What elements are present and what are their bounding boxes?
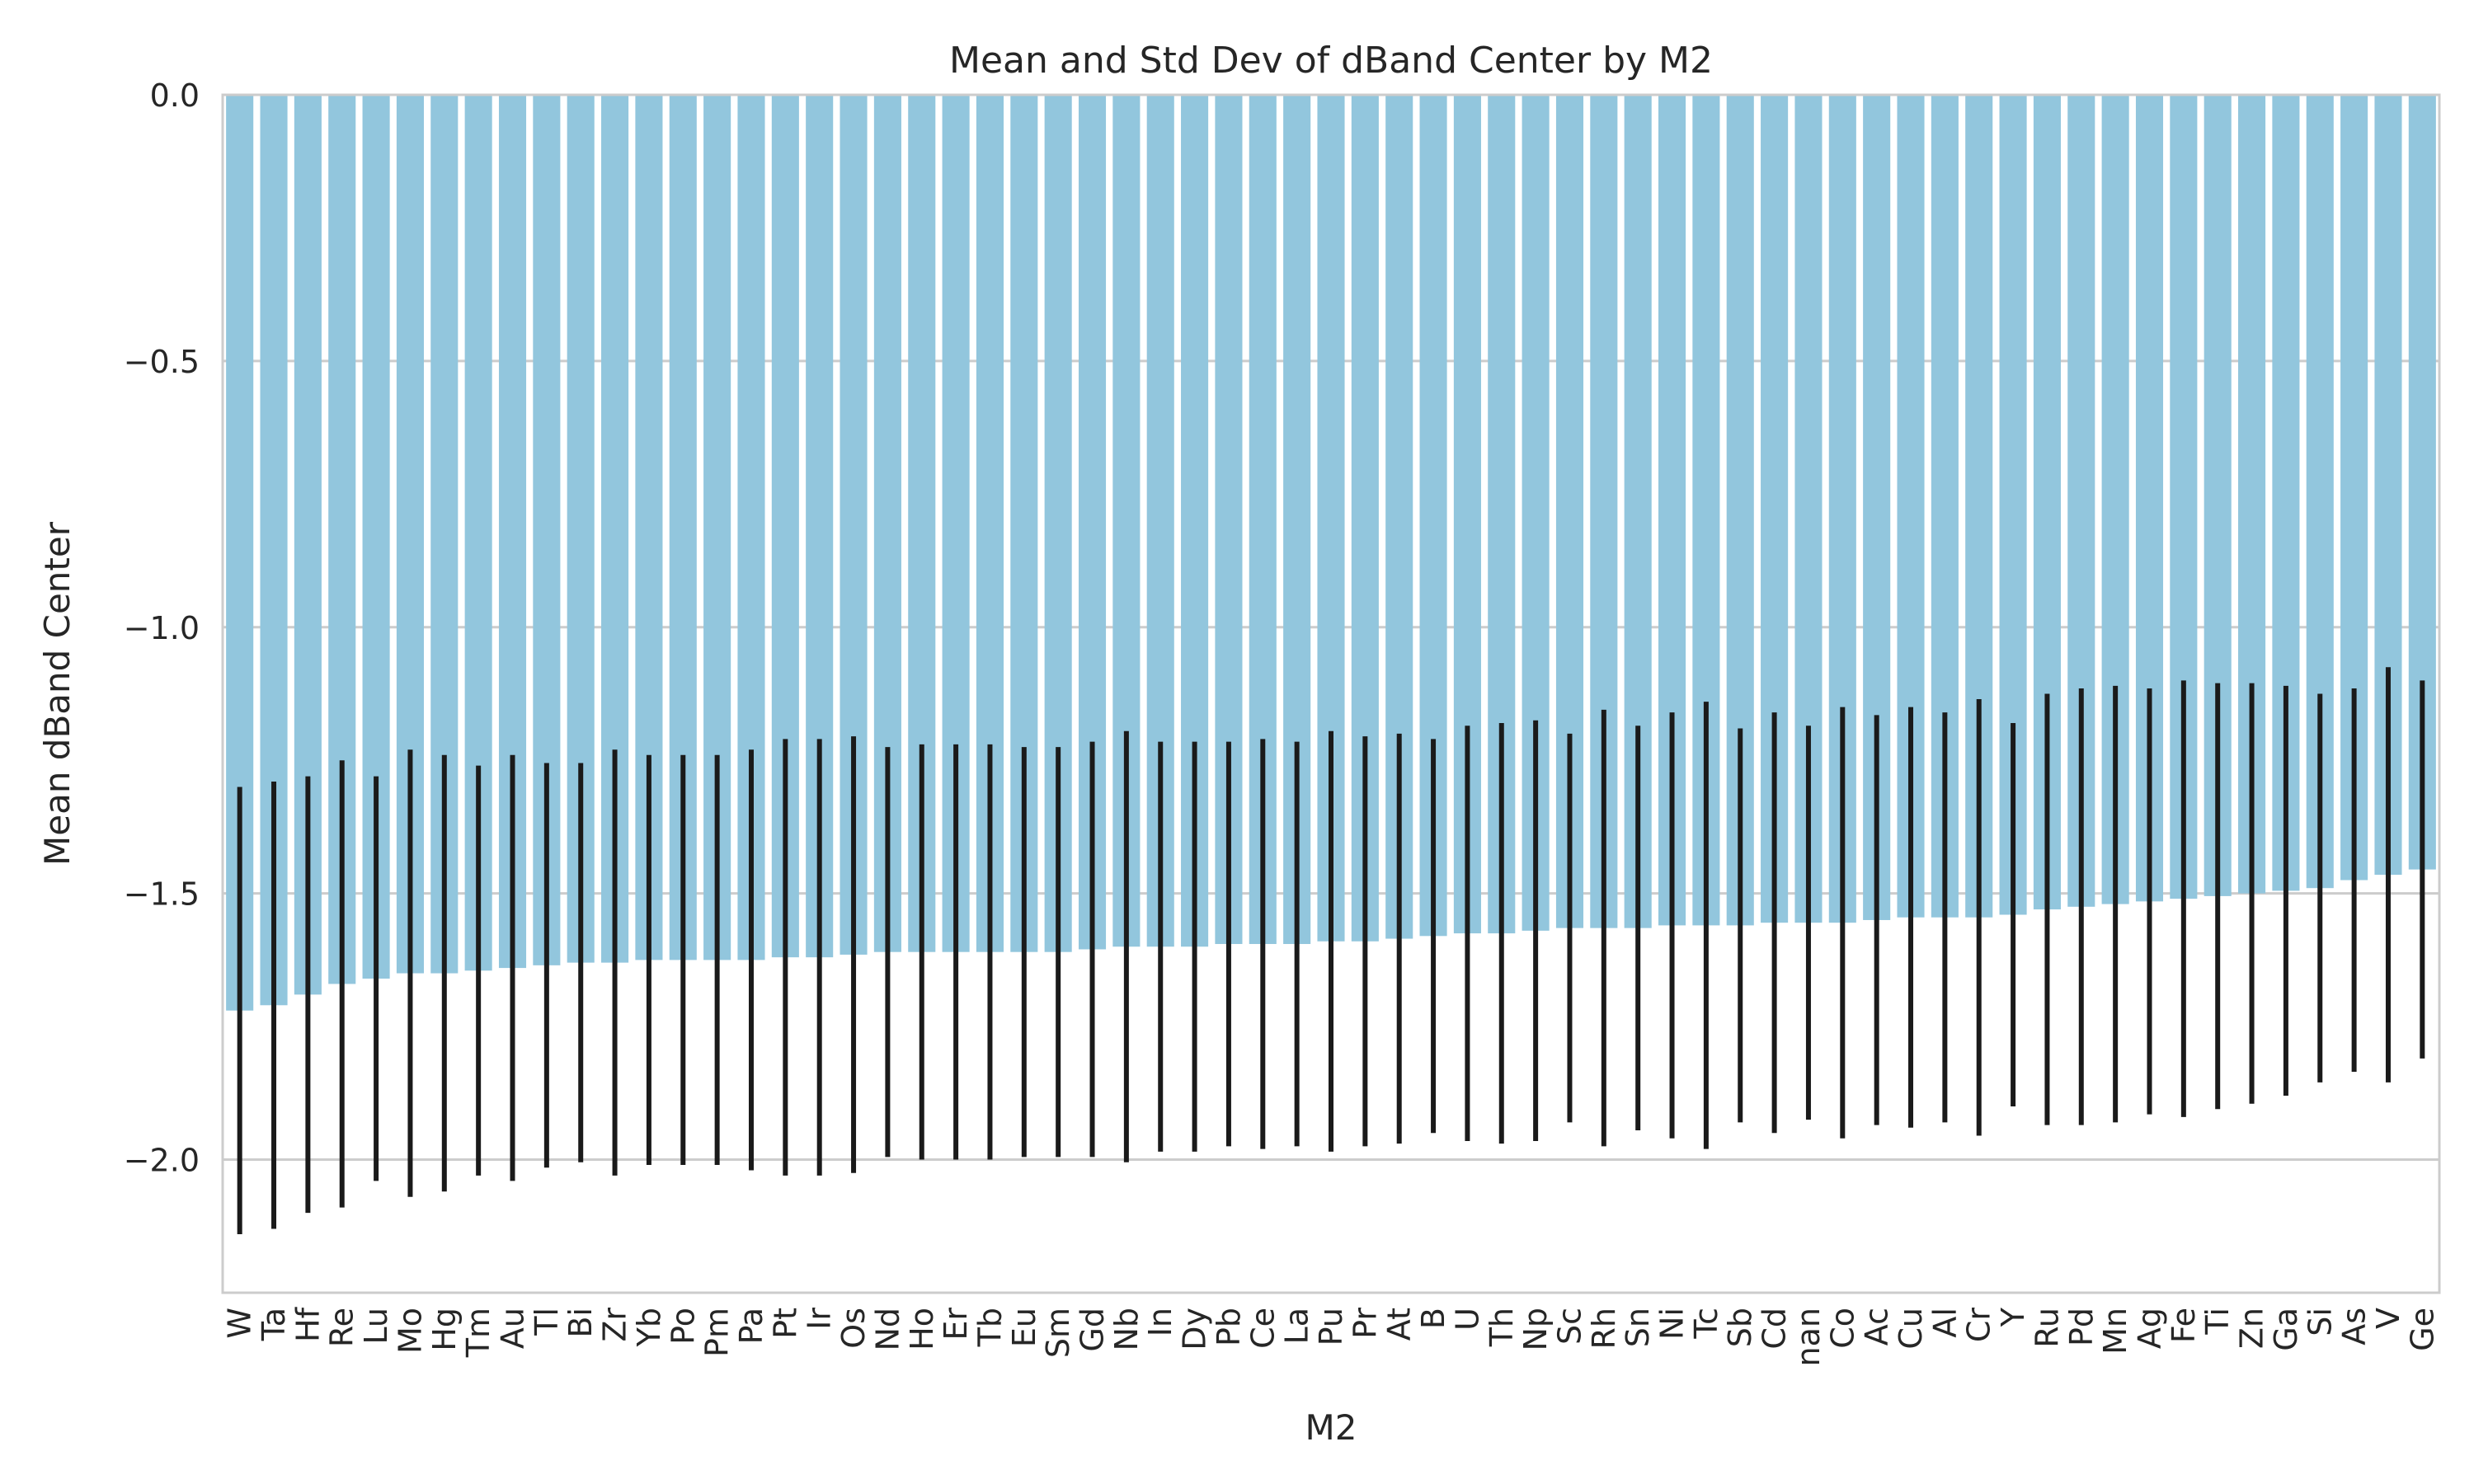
x-tick-label: Pt [767, 1308, 803, 1339]
x-tick-label: Zr [597, 1308, 633, 1342]
x-tick-label: Pm [699, 1308, 736, 1357]
x-tick-label: Th [1484, 1308, 1520, 1347]
x-tick-label: Ag [2131, 1308, 2167, 1349]
y-tick-label: −1.0 [124, 610, 200, 646]
x-tick-label: At [1381, 1308, 1418, 1341]
x-tick-label: Au [495, 1308, 531, 1349]
x-tick-label: Fe [2166, 1308, 2202, 1343]
x-tick-label: Ce [1244, 1308, 1281, 1349]
x-tick-label: Ru [2029, 1308, 2065, 1348]
x-tick-label: Pu [1313, 1308, 1349, 1345]
x-tick-label: Mo [392, 1308, 428, 1354]
x-tick-label: Pd [2063, 1308, 2100, 1346]
chart-title: Mean and Std Dev of dBand Center by M2 [949, 40, 1713, 82]
x-tick-label: V [2370, 1308, 2406, 1329]
x-tick-label: Er [938, 1308, 974, 1341]
x-tick-label: W [222, 1308, 258, 1339]
x-tick-label: Eu [1006, 1308, 1042, 1347]
x-tick-label: Yb [631, 1308, 667, 1347]
x-tick-label: Tc [1688, 1308, 1724, 1340]
x-tick-label: Co [1824, 1308, 1860, 1349]
x-tick-label: U [1449, 1308, 1485, 1331]
x-tick-label: Po [665, 1308, 701, 1345]
x-tick-label: Sc [1551, 1308, 1587, 1345]
x-tick-label: Nd [869, 1308, 905, 1351]
x-tick-label: Sb [1722, 1308, 1758, 1347]
x-tick-label: Bi [562, 1308, 599, 1338]
y-ticks: 0.0 −0.5 −1.0 −1.5 −2.0 [124, 77, 200, 1179]
x-tick-label: Np [1517, 1308, 1554, 1351]
x-tick-label: Cu [1893, 1308, 1929, 1350]
y-tick-label: −2.0 [124, 1143, 200, 1179]
x-tick-label: Nb [1108, 1308, 1145, 1351]
y-tick-label: 0.0 [150, 77, 200, 114]
x-tick-label: Sn [1620, 1308, 1656, 1347]
x-tick-label: Pb [1211, 1308, 1247, 1346]
x-tick-label: B [1415, 1308, 1451, 1329]
x-tick-label: In [1142, 1308, 1178, 1336]
y-tick-label: −1.5 [124, 876, 200, 913]
x-tick-label: Lu [358, 1308, 394, 1345]
x-tick-label: Pr [1347, 1308, 1383, 1339]
x-tick-label: Cr [1961, 1308, 1997, 1343]
y-tick-label: −0.5 [124, 344, 200, 380]
x-tick-label: Y [1995, 1307, 2031, 1327]
x-tick-label: Ir [802, 1308, 838, 1330]
x-tick-label: Cd [1757, 1308, 1793, 1350]
x-tick-label: Ga [2268, 1308, 2304, 1351]
x-tick-label: Pa [733, 1308, 769, 1345]
x-tick-label: Rh [1586, 1308, 1622, 1350]
x-axis-label: M2 [1305, 1407, 1357, 1448]
x-tick-label: Zn [2234, 1308, 2270, 1349]
x-tick-label: Ho [904, 1308, 940, 1350]
x-tick-label: Ti [2199, 1308, 2236, 1336]
x-tick-label: Ac [1859, 1308, 1895, 1345]
error-bars [237, 667, 2425, 1234]
x-tick-label: Hg [426, 1308, 463, 1351]
x-tick-label: Dy [1177, 1308, 1213, 1350]
plot-frame [221, 93, 2441, 1294]
x-tick-label: Gd [1075, 1308, 1111, 1352]
x-tick-label: Mn [2097, 1308, 2133, 1355]
x-tick-label: Ta [256, 1308, 292, 1341]
x-tick-label: Ni [1654, 1308, 1691, 1340]
x-tick-label: nan [1790, 1308, 1827, 1366]
x-tick-label: La [1279, 1308, 1315, 1344]
x-tick-label: Re [324, 1308, 360, 1347]
x-tick-label: Os [835, 1308, 872, 1349]
x-ticks: WTaHfReLuMoHgTmAuTlBiZrYbPoPmPaPtIrOsNdH… [222, 1306, 2441, 1366]
x-tick-label: Sm [1040, 1308, 1076, 1358]
x-tick-label: Ge [2404, 1308, 2440, 1351]
x-tick-label: Tl [529, 1308, 565, 1336]
y-axis-label: Mean dBand Center [37, 521, 78, 866]
x-tick-label: Al [1926, 1308, 1963, 1338]
x-tick-label: As [2336, 1308, 2373, 1345]
x-tick-label: Hf [289, 1306, 326, 1342]
x-tick-label: Si [2302, 1308, 2338, 1336]
x-tick-label: Tm [460, 1308, 496, 1358]
x-tick-label: Tb [971, 1308, 1008, 1347]
